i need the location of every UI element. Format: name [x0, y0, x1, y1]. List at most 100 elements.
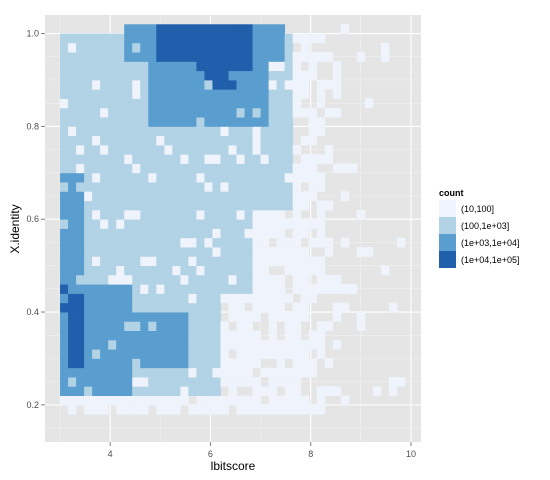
heatmap-cell: [244, 24, 253, 34]
heatmap-cell: [372, 386, 382, 396]
heatmap-cell: [92, 339, 101, 350]
heatmap-cell: [132, 191, 141, 202]
heatmap-cell: [380, 265, 390, 276]
heatmap-cell: [236, 24, 245, 34]
heatmap-cell: [124, 209, 133, 220]
heatmap-cell: [212, 98, 221, 109]
heatmap-cell: [252, 79, 261, 90]
heatmap-cell: [100, 98, 109, 109]
heatmap-cell: [60, 228, 69, 239]
heatmap-cell: [292, 256, 302, 267]
heatmap-cell: [212, 42, 221, 53]
heatmap-cell: [164, 200, 173, 211]
heatmap-cell: [316, 274, 326, 285]
heatmap-cell: [60, 42, 69, 53]
heatmap-cell: [108, 144, 117, 155]
heatmap-cell: [148, 144, 157, 155]
heatmap-cell: [252, 52, 261, 62]
heatmap-cell: [140, 70, 149, 81]
heatmap-cell: [148, 70, 157, 81]
heatmap-cell: [164, 321, 173, 332]
heatmap-cell: [100, 33, 109, 44]
heatmap-cell: [68, 349, 77, 359]
heatmap-cell: [76, 219, 85, 229]
heatmap-cell: [68, 191, 77, 202]
heatmap-cell: [300, 293, 310, 304]
heatmap-cell: [316, 284, 326, 294]
heatmap-cell: [268, 154, 278, 164]
heatmap-cell: [164, 42, 173, 53]
heatmap-cell: [68, 219, 77, 229]
heatmap-cell: [284, 52, 294, 62]
heatmap-cell: [316, 321, 326, 332]
heatmap-cell: [100, 200, 109, 211]
heatmap-cell: [180, 200, 189, 211]
heatmap-cell: [100, 172, 109, 183]
heatmap-cell: [132, 219, 141, 229]
heatmap-cell: [244, 154, 253, 164]
heatmap-cell: [292, 386, 302, 396]
heatmap-cell: [244, 404, 253, 415]
heatmap-cell: [188, 182, 197, 192]
heatmap-cell: [268, 117, 278, 127]
heatmap-cell: [300, 339, 310, 350]
heatmap-cell: [276, 377, 286, 387]
x-tick-label: 6: [208, 449, 213, 459]
heatmap-cell: [132, 172, 141, 183]
heatmap-cell: [212, 293, 221, 304]
heatmap-cell: [300, 358, 310, 369]
heatmap-cell: [252, 256, 261, 267]
heatmap-cell: [268, 172, 278, 183]
heatmap-cell: [92, 404, 101, 415]
heatmap-cell: [132, 154, 141, 164]
heatmap-cell: [132, 367, 141, 378]
heatmap-cell: [220, 339, 229, 350]
heatmap-cell: [140, 293, 149, 304]
heatmap-cell: [100, 237, 109, 248]
heatmap-cell: [108, 293, 117, 304]
heatmap-cell: [68, 182, 77, 192]
heatmap-cell: [188, 386, 197, 396]
heatmap-cell: [204, 117, 213, 127]
heatmap-cell: [268, 256, 278, 267]
heatmap-cell: [116, 33, 125, 44]
heatmap-cell: [92, 386, 101, 396]
heatmap-cell: [284, 107, 294, 118]
heatmap-cell: [300, 70, 310, 81]
heatmap-cell: [220, 247, 229, 257]
heatmap-cell: [292, 219, 302, 229]
heatmap-cell: [140, 144, 149, 155]
heatmap-cell: [284, 117, 294, 127]
heatmap-cell: [228, 89, 237, 99]
heatmap-cell: [60, 330, 69, 341]
heatmap-cell: [212, 144, 221, 155]
heatmap-cell: [260, 52, 269, 62]
heatmap-cell: [76, 61, 85, 72]
heatmap-cell: [260, 126, 269, 137]
heatmap-cell: [316, 219, 326, 229]
heatmap-cell: [204, 33, 213, 44]
heatmap-cell: [60, 191, 69, 202]
heatmap-cell: [340, 163, 350, 174]
heatmap-cell: [196, 358, 205, 369]
heatmap-cell: [396, 237, 406, 248]
heatmap-cell: [244, 395, 253, 406]
heatmap-cell: [292, 312, 302, 322]
heatmap-cell: [236, 33, 245, 44]
heatmap-cell: [60, 144, 69, 155]
heatmap-cell: [260, 182, 269, 192]
heatmap-cell: [156, 42, 165, 53]
heatmap-cell: [148, 395, 157, 406]
heatmap-cell: [164, 377, 173, 387]
heatmap-cell: [116, 274, 125, 285]
heatmap-cell: [300, 228, 310, 239]
heatmap-cell: [180, 386, 189, 396]
heatmap-cell: [124, 237, 133, 248]
heatmap-cell: [204, 247, 213, 257]
heatmap-cell: [292, 98, 302, 109]
heatmap-cell: [196, 349, 205, 359]
heatmap-cell: [212, 79, 221, 90]
heatmap-cell: [284, 247, 294, 257]
heatmap-cell: [220, 24, 229, 34]
heatmap-cell: [60, 126, 69, 137]
